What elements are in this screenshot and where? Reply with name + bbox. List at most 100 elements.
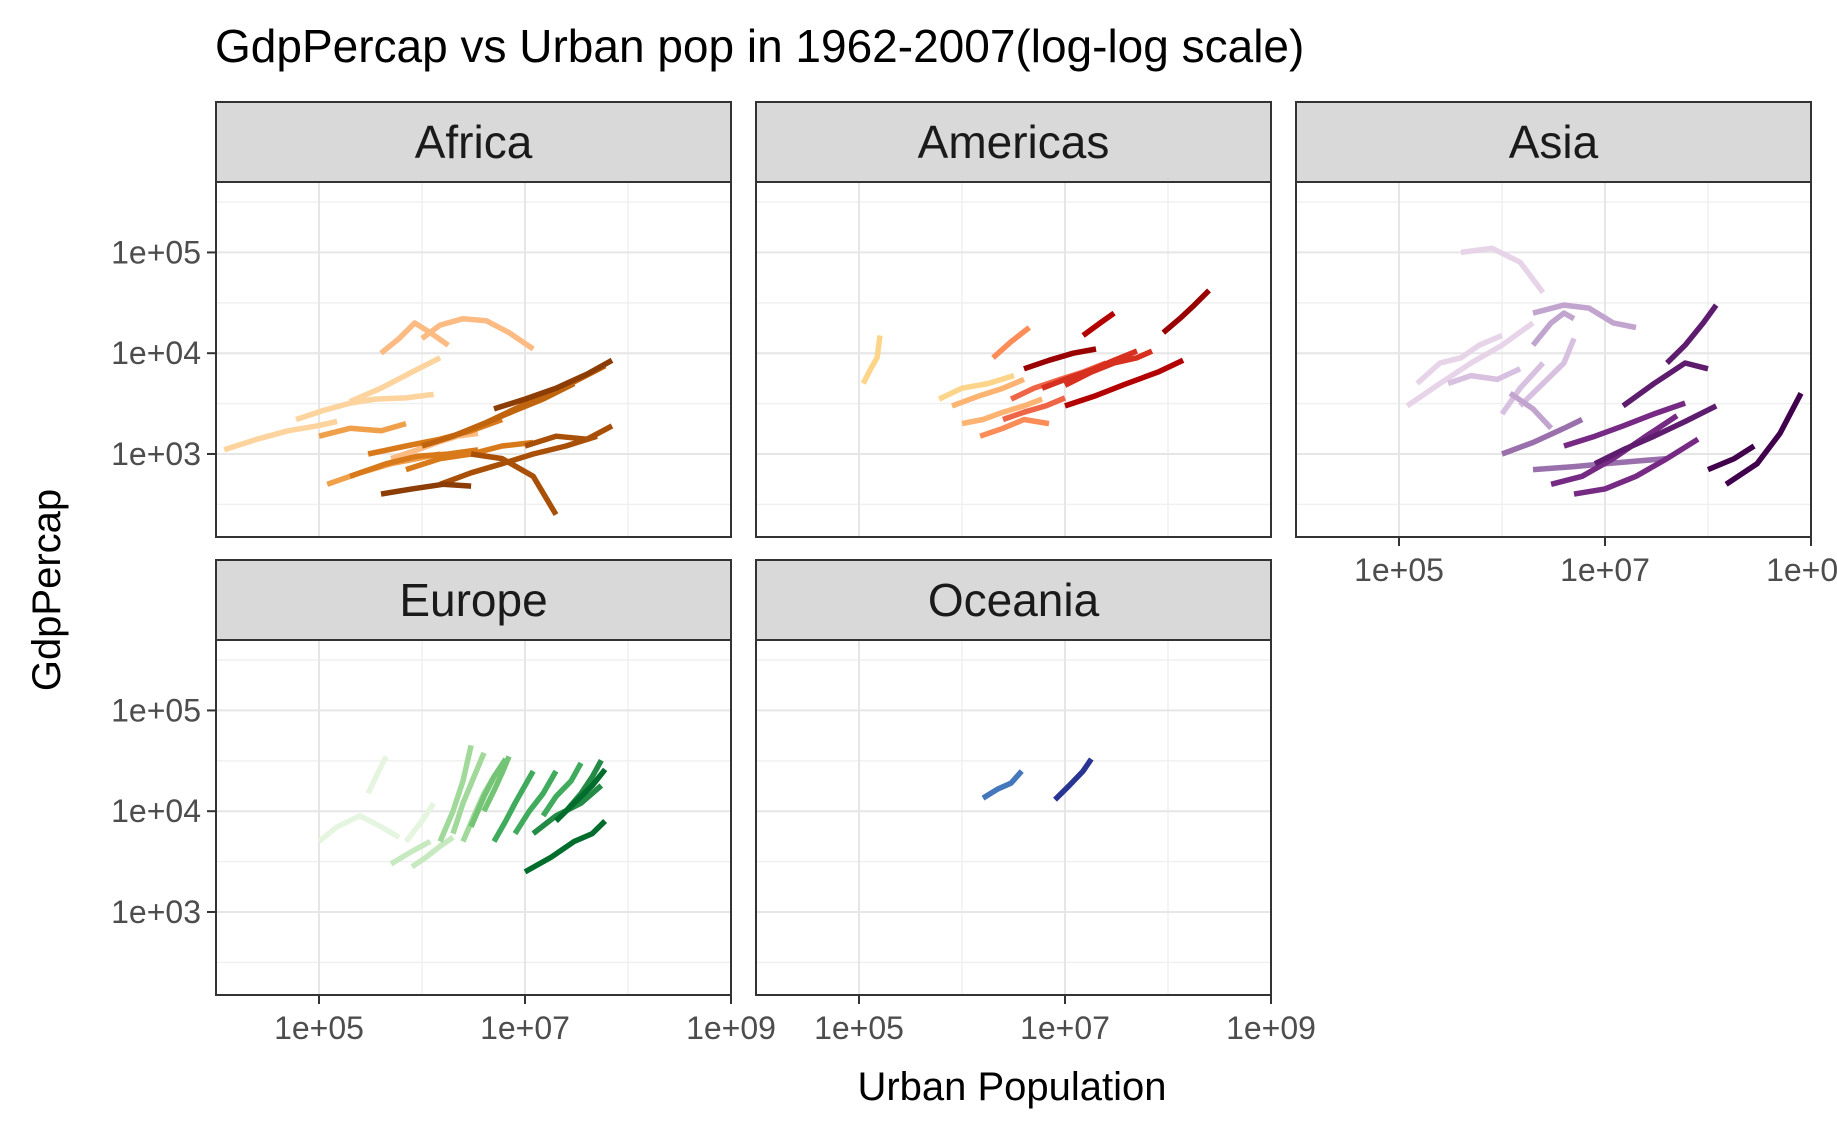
strip-asia: [1295, 101, 1812, 183]
series-line: [1499, 361, 1546, 416]
series-line: [1508, 391, 1554, 431]
series-line: [512, 769, 559, 836]
series-line: [937, 372, 1015, 402]
series-line: [493, 357, 614, 412]
y-tick-label: 1e+05: [111, 234, 201, 270]
series-line: [403, 801, 436, 844]
strip-europe: [215, 559, 732, 641]
series-line: [860, 335, 883, 385]
series-line: [1161, 288, 1211, 335]
strip-label-asia: Asia: [1509, 116, 1599, 168]
x-tick-label: 1e+05: [1354, 552, 1444, 588]
panel-background-africa: [216, 182, 731, 537]
series-line: [554, 767, 608, 823]
series-line: [318, 420, 407, 439]
series-line: [1593, 403, 1718, 467]
series-line: [1518, 337, 1577, 408]
series-line: [380, 481, 472, 497]
series-line: [1550, 413, 1679, 487]
series-line: [1081, 310, 1116, 338]
series-group-africa: [223, 315, 614, 517]
y-tick-label: 1e+04: [111, 793, 201, 829]
strip-label-americas: Americas: [918, 116, 1110, 168]
y-axis-title: GdpPercap: [25, 489, 69, 691]
series-line: [1023, 346, 1097, 372]
series-line: [1724, 392, 1804, 487]
series-line: [389, 839, 432, 867]
series-line: [1064, 357, 1185, 409]
panel-background-oceania: [756, 640, 1271, 995]
series-line: [951, 376, 1026, 409]
y-tick-label: 1e+03: [111, 436, 201, 472]
strip-americas: [755, 101, 1272, 183]
series-line: [1530, 310, 1576, 347]
panel-border-europe: [215, 639, 732, 996]
series-group-americas: [860, 288, 1211, 439]
panel-border-americas: [755, 181, 1272, 538]
series-line: [420, 315, 535, 352]
series-line: [223, 418, 338, 453]
strip-label-europe: Europe: [399, 574, 547, 626]
series-line: [468, 757, 508, 828]
series-line: [1532, 302, 1637, 331]
x-tick-label: 1e+07: [1560, 552, 1650, 588]
series-line: [540, 761, 584, 818]
y-tick-label: 1e+03: [111, 894, 201, 930]
series-line: [348, 355, 442, 405]
series-line: [365, 755, 389, 795]
x-tick-label: 1e+09: [1226, 1010, 1316, 1046]
facet-panels: Africa 1e+03 1e+04 1e+05 Americas Asia 1e+05 1e…: [111, 101, 1837, 1046]
panel-africa: Africa 1e+03 1e+04 1e+05: [111, 101, 732, 538]
series-line: [450, 751, 487, 835]
series-line: [524, 423, 614, 449]
chart-title: GdpPercap vs Urban pop in 1962-2007(log-…: [215, 20, 1304, 72]
series-line: [439, 433, 598, 487]
series-line: [1501, 417, 1584, 457]
strip-africa: [215, 101, 732, 183]
series-line: [1053, 757, 1094, 802]
series-line: [991, 325, 1031, 360]
strip-label-africa: Africa: [415, 116, 533, 168]
series-line: [981, 769, 1024, 801]
series-group-asia: [1405, 245, 1804, 497]
series-line: [1621, 360, 1709, 409]
series-line: [1573, 436, 1700, 497]
series-line: [1706, 443, 1756, 473]
x-axis-title: Urban Population: [857, 1065, 1166, 1109]
panel-border-oceania: [755, 639, 1272, 996]
x-tick-label: 1e+07: [480, 1010, 570, 1046]
series-line: [1447, 366, 1522, 387]
y-tick-label: 1e+05: [111, 692, 201, 728]
strip-oceania: [755, 559, 1272, 641]
series-line: [410, 835, 455, 870]
panel-asia: Asia 1e+05 1e+07 1e+09: [1295, 101, 1837, 588]
panel-europe: Europe 1e+03 1e+04 1e+05 1e+05 1e+07 1e+09: [111, 559, 776, 1046]
series-line: [1665, 303, 1719, 365]
series-line: [979, 416, 1050, 439]
series-line: [470, 451, 559, 517]
series-line: [295, 391, 435, 423]
panel-border-africa: [215, 181, 732, 538]
panel-border-asia: [1295, 181, 1812, 538]
series-line: [1415, 332, 1504, 386]
x-tick-label: 1e+05: [814, 1010, 904, 1046]
series-group-europe: [317, 744, 608, 875]
series-line: [1063, 348, 1154, 388]
series-line: [1002, 395, 1067, 423]
series-line: [1405, 320, 1535, 409]
series-line: [491, 769, 536, 843]
x-tick-label: 1e+09: [1766, 552, 1837, 588]
series-line: [961, 396, 1044, 427]
series-group-oceania: [981, 757, 1094, 802]
series-line: [317, 813, 401, 844]
panel-background-asia: [1296, 182, 1811, 537]
series-line: [379, 320, 450, 356]
y-tick-label: 1e+04: [111, 335, 201, 371]
panel-americas: Americas: [755, 101, 1272, 538]
x-tick-label: 1e+05: [274, 1010, 364, 1046]
series-line: [1563, 400, 1687, 449]
series-line: [437, 744, 474, 843]
panel-background-americas: [756, 182, 1271, 537]
series-line: [1460, 245, 1546, 295]
